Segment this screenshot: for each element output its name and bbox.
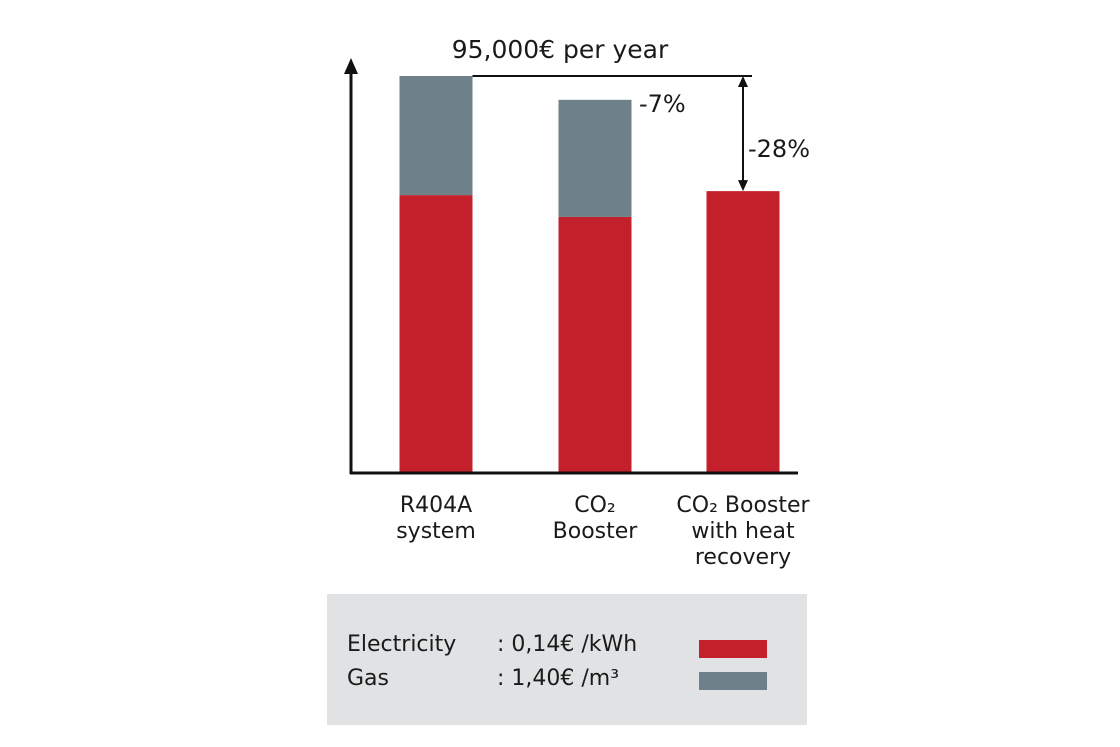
x-tick-label-1: CO₂ Booster xyxy=(553,493,639,544)
legend-box: Electricity : 0,14€ /kWh Gas : 1,40€ /m³ xyxy=(327,594,807,725)
bar-gas-0 xyxy=(399,76,473,196)
top-total-label: 95,000€ per year xyxy=(452,35,669,64)
axes xyxy=(344,58,798,475)
x-tick-label-line: CO₂ Booster xyxy=(676,493,810,518)
bar-chart: 95,000€ per year -7% -28% R404A system CO₂ Bo… xyxy=(344,35,811,570)
reduction-arrow-head-top xyxy=(738,76,748,87)
y-axis-arrowhead xyxy=(344,58,358,74)
x-tick-label-2: CO₂ Booster with heat recovery xyxy=(676,493,810,570)
legend-price-gas: : 1,40€ /m³ xyxy=(497,666,620,691)
legend-label-gas: Gas xyxy=(347,666,389,691)
bar-gas-1 xyxy=(558,99,632,217)
reduction-arrow-head-bottom xyxy=(738,180,748,192)
legend-swatch-gas xyxy=(699,672,767,690)
bar-electricity-2 xyxy=(706,191,780,473)
legend-price-electricity: : 0,14€ /kWh xyxy=(497,632,638,657)
x-tick-label-line: CO₂ xyxy=(574,493,616,518)
x-tick-label-0: R404A system xyxy=(396,493,476,544)
x-tick-label-line: Booster xyxy=(553,519,639,544)
bar-electricity-1 xyxy=(558,216,632,473)
bar-electricity-0 xyxy=(399,195,473,473)
x-tick-label-line: R404A xyxy=(400,493,472,518)
legend-label-electricity: Electricity xyxy=(347,632,457,657)
x-tick-label-line: recovery xyxy=(695,545,791,570)
annotations: 95,000€ per year -7% -28% xyxy=(452,35,810,192)
x-tick-label-line: with heat xyxy=(691,519,795,544)
bars xyxy=(399,76,780,473)
reduction-label-heat-recovery: -28% xyxy=(748,135,810,163)
legend-swatch-electricity xyxy=(699,640,767,658)
x-tick-label-line: system xyxy=(396,519,476,544)
reduction-label-co2: -7% xyxy=(639,90,686,118)
